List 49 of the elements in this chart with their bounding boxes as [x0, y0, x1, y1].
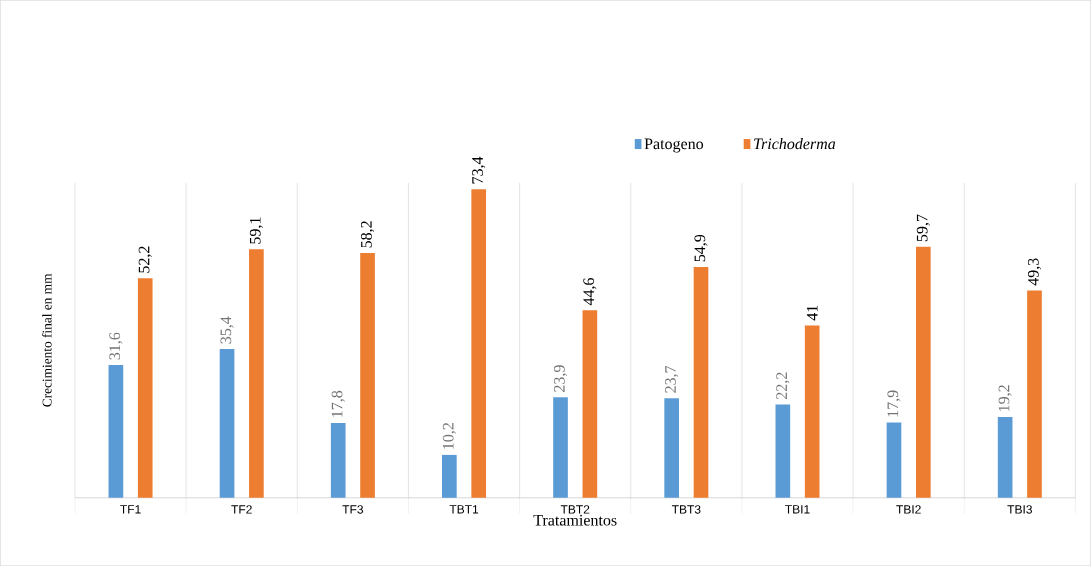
bar [664, 398, 679, 498]
data-label: 35,4 [220, 316, 234, 344]
x-tick-label: TBI3 [1007, 505, 1032, 514]
x-tick-label: TBI2 [896, 505, 921, 514]
data-label: 19,2 [998, 385, 1012, 411]
x-tick-label: TBT3 [671, 505, 701, 514]
bar [886, 422, 902, 498]
bar [553, 397, 568, 498]
x-tick-label: TBI1 [785, 505, 810, 514]
x-axis-title: Tratamientos [533, 514, 617, 526]
bar [916, 246, 931, 498]
legend-label: Patogeno [644, 138, 704, 153]
data-label: 17,9 [887, 390, 901, 417]
data-label: 49,3 [1027, 258, 1042, 286]
data-label: 52,2 [138, 246, 152, 273]
x-tick-label: TBT2 [560, 505, 590, 514]
bar [330, 422, 346, 498]
data-label: 54,9 [694, 234, 708, 262]
bar [471, 189, 487, 498]
data-label: 73,4 [472, 156, 486, 184]
x-tick-label: TF1 [120, 505, 141, 514]
bar [137, 278, 153, 498]
data-label: 10,2 [442, 423, 456, 449]
data-label: 41 [806, 305, 818, 321]
bar [693, 266, 709, 498]
data-label: 58,2 [360, 221, 375, 248]
bar [582, 310, 598, 498]
bar [249, 249, 264, 498]
bar [775, 404, 791, 498]
data-label: 59,1 [249, 217, 263, 244]
data-label: 59,7 [916, 214, 930, 242]
data-label: 44,6 [583, 277, 597, 306]
data-label: 23,9 [553, 365, 568, 392]
bar [442, 454, 457, 498]
data-label: 22,2 [776, 372, 790, 399]
bar [108, 364, 124, 498]
bar [1027, 290, 1042, 498]
bar [360, 253, 375, 498]
x-tick-label: TF3 [342, 505, 364, 514]
y-axis-title: Crecimiento final en mm [42, 273, 52, 407]
bar [997, 417, 1013, 498]
data-label: 17,8 [331, 390, 345, 417]
legend-label: Trichoderma [754, 137, 836, 150]
bar [219, 348, 235, 498]
data-label: 23,7 [665, 365, 679, 393]
x-tick-label: TBT1 [449, 505, 479, 514]
bar [804, 325, 820, 498]
data-label: 31,6 [109, 332, 123, 360]
x-tick-label: TF2 [231, 505, 252, 514]
